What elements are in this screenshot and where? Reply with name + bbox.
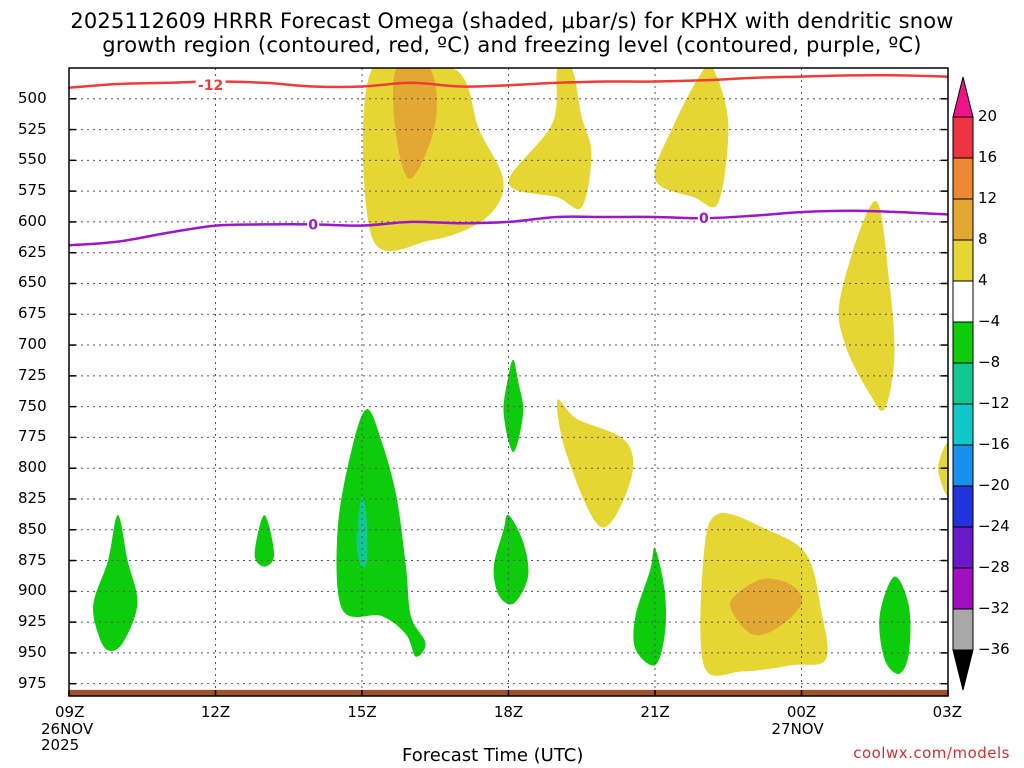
colorbar-bin-11	[952, 567, 974, 610]
y-tick-label: 525	[18, 119, 47, 138]
colorbar-bin-4	[952, 280, 974, 323]
colorbar-label: −16	[978, 435, 1010, 453]
freezing-level-contour-line	[69, 209, 948, 247]
omega-region-8	[730, 578, 803, 636]
colorbar-label: −24	[978, 517, 1010, 535]
colorbar-label: 4	[978, 271, 988, 289]
colorbar-bin-1	[952, 157, 974, 200]
omega-region-5	[938, 443, 948, 496]
colorbar-bin-12	[952, 608, 974, 651]
freezing-contour-label-1: 0	[699, 211, 709, 227]
colorbar-bin-5	[952, 321, 974, 364]
colorbar-label: 12	[978, 189, 998, 207]
colorbar-label: −20	[978, 476, 1010, 494]
x-date-label: 26NOV	[41, 720, 94, 738]
y-tick-label: 675	[18, 304, 47, 323]
y-tick-label: 500	[18, 88, 47, 107]
y-tick-label: 625	[18, 242, 47, 261]
dgz-contour-label: -12	[198, 78, 223, 94]
colorbar-bin-7	[952, 403, 974, 446]
omega-region-1	[393, 68, 437, 179]
omega-region-16	[879, 576, 911, 674]
y-tick-label: 600	[18, 211, 47, 230]
colorbar-bin-8	[952, 444, 974, 487]
colorbar-bin-9	[952, 485, 974, 528]
dgz-label-bg	[195, 77, 226, 94]
y-tick-label: 900	[18, 581, 47, 600]
y-tick-label: 550	[18, 150, 47, 169]
y-tick-label: 975	[18, 673, 47, 692]
omega-region-3	[654, 68, 729, 208]
x-date-label: 27NOV	[771, 720, 824, 738]
omega-region-15	[633, 547, 666, 666]
colorbar-bottom-arrow	[952, 649, 974, 691]
freezing-label-bg-1	[697, 210, 710, 227]
x-tick-label: 18Z	[493, 703, 524, 721]
y-tick-label: 700	[18, 335, 47, 354]
y-tick-label: 850	[18, 519, 47, 538]
omega-region-6	[556, 399, 634, 528]
omega-region-12	[254, 515, 275, 567]
colorbar-bin-6	[952, 362, 974, 405]
freezing-contour-label-0: 0	[308, 217, 318, 233]
x-axis-title: Forecast Time (UTC)	[402, 745, 584, 766]
chart-title-line-2: growth region (contoured, red, ºC) and f…	[102, 33, 922, 57]
colorbar-label: 20	[978, 107, 998, 125]
x-tick-label: 09Z	[55, 703, 85, 721]
colorbar-bin-3	[952, 239, 974, 282]
y-tick-label: 800	[18, 458, 47, 477]
omega-region-14	[493, 514, 529, 605]
x-tick-label: 15Z	[347, 703, 377, 721]
y-tick-label: 950	[18, 642, 47, 661]
colorbar-label: −12	[978, 394, 1010, 412]
y-tick-label: 925	[18, 612, 47, 631]
credit-link[interactable]: coolwx.com/models	[853, 744, 1010, 762]
y-tick-label: 575	[18, 181, 47, 200]
y-tick-label: 725	[18, 365, 47, 384]
colorbar-label: 8	[978, 230, 988, 248]
omega-region-11	[93, 515, 138, 651]
y-tick-label: 650	[18, 273, 47, 292]
x-date-label: 2025	[41, 736, 80, 754]
chart-title-line-1: 2025112609 HRRR Forecast Omega (shaded, …	[70, 9, 954, 33]
colorbar-label: −28	[978, 558, 1010, 576]
omega-region-13	[503, 359, 524, 453]
x-tick-label: 03Z	[932, 703, 962, 721]
colorbar-bin-2	[952, 198, 974, 241]
omega-region-9	[336, 409, 426, 657]
y-tick-label: 825	[18, 488, 47, 507]
colorbar-bin-0	[952, 116, 974, 159]
freezing-label-bg-0	[307, 216, 320, 233]
omega-region-2	[508, 68, 592, 210]
omega-region-4	[838, 200, 895, 411]
y-tick-label: 750	[18, 396, 47, 415]
colorbar-label: −32	[978, 599, 1010, 617]
colorbar-label: 16	[978, 148, 998, 166]
colorbar-label: −36	[978, 640, 1010, 658]
colorbar-top-arrow	[952, 76, 974, 118]
x-tick-label: 00Z	[786, 703, 817, 721]
colorbar-bin-10	[952, 526, 974, 569]
x-tick-label: 21Z	[640, 703, 670, 721]
y-tick-label: 875	[18, 550, 47, 569]
colorbar-label: −4	[978, 312, 1001, 330]
y-tick-label: 775	[18, 427, 47, 446]
x-tick-label: 12Z	[200, 703, 231, 721]
colorbar-label: −8	[978, 353, 1001, 371]
